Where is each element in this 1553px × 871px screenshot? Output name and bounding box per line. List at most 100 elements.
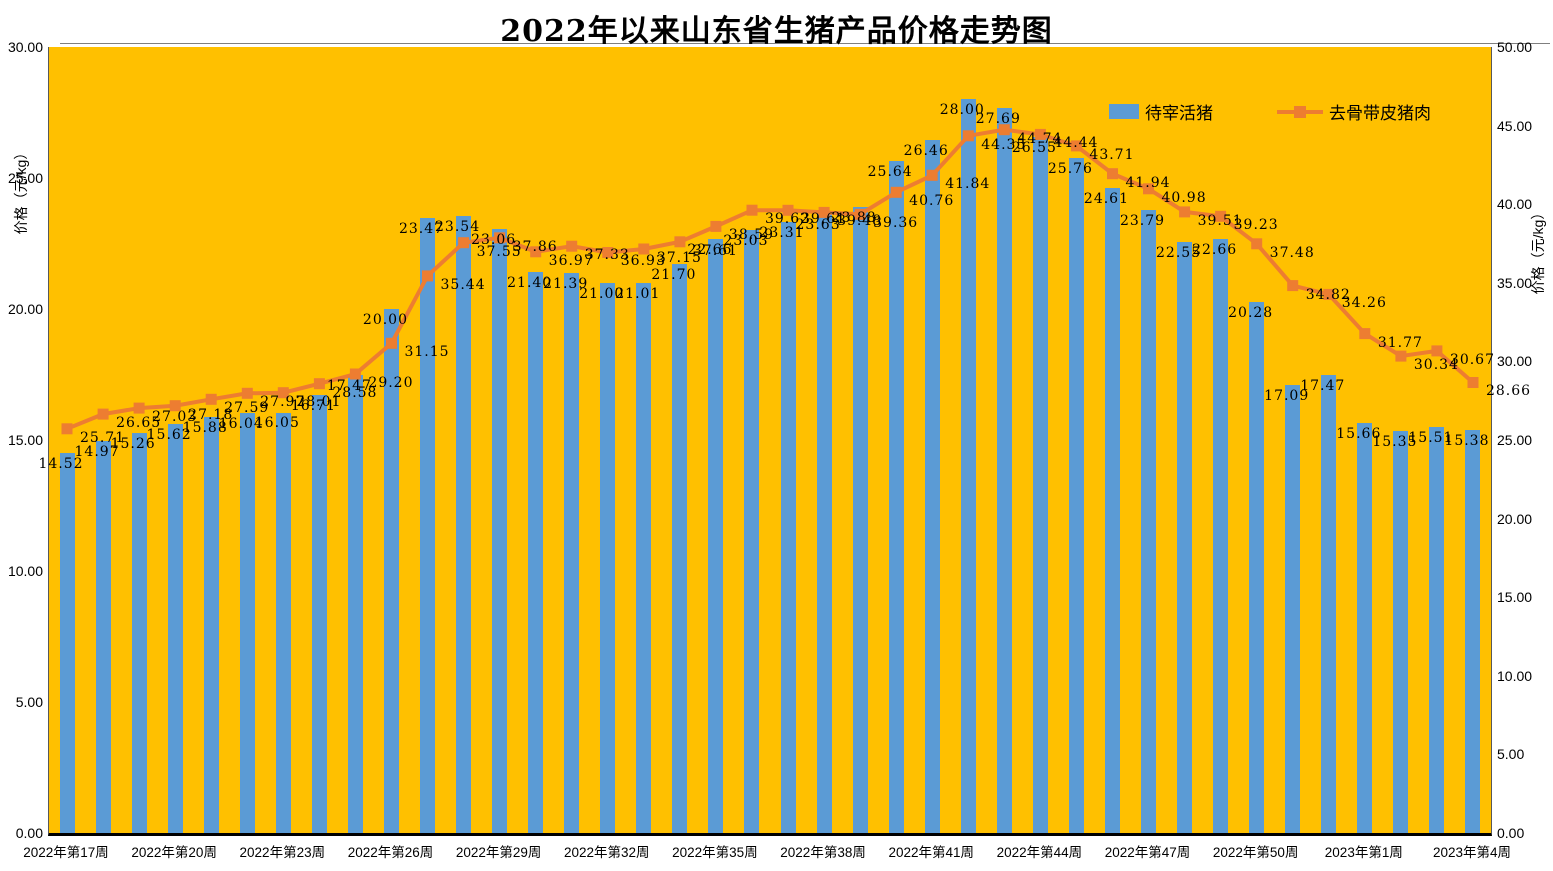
bar (528, 272, 544, 833)
bar (1465, 430, 1481, 833)
line-series-swatch (1277, 104, 1323, 119)
x-axis-tick-label: 2022年第23周 (239, 845, 326, 860)
line-value-label: 38.59 (728, 227, 775, 244)
bar-value-label: 28.00 (939, 102, 985, 119)
line-value-label: 37.48 (1269, 244, 1315, 261)
bar-value-label: 16.05 (254, 415, 300, 432)
right-axis-tick-label: 15.00 (1497, 589, 1533, 606)
bar-value-label: 23.79 (1119, 212, 1166, 229)
bar (239, 412, 255, 833)
left-axis-tick-label: 20.00 (7, 301, 43, 317)
bar (996, 107, 1012, 833)
left-axis-title: 价格（元/kg） (13, 145, 29, 235)
right-axis-tick-label: 20.00 (1497, 510, 1533, 527)
right-axis-tick-label: 25.00 (1497, 432, 1533, 448)
line-value-label: 43.71 (1089, 146, 1135, 163)
right-axis-tick-label: 35.00 (1497, 274, 1533, 291)
legend-item-bar: 待宰活猪 (1109, 99, 1213, 124)
x-axis-tick-label: 2022年第29周 (455, 845, 542, 860)
bar (708, 239, 724, 833)
line-value-label: 35.44 (440, 276, 486, 293)
left-axis-tick-label: 5.00 (15, 694, 43, 710)
bar (1141, 209, 1157, 833)
x-axis-tick-label: 2023年第1周 (1324, 845, 1403, 860)
bar (1285, 385, 1301, 833)
bar (924, 139, 940, 833)
bar (456, 216, 472, 833)
bar-value-label: 14.97 (74, 443, 120, 460)
x-axis-tick-label: 2023年第4周 (1432, 845, 1511, 860)
legend-bar-label: 待宰活猪 (1145, 103, 1213, 124)
bar (816, 213, 832, 833)
line-value-label: 40.98 (1161, 189, 1207, 206)
x-axis-tick-label: 2022年第35周 (672, 845, 758, 860)
bar (1393, 430, 1409, 833)
x-axis-tick-label: 2022年第47周 (1104, 845, 1191, 860)
right-axis-title: 价格（元/kg） (1530, 205, 1546, 295)
bar (1357, 422, 1373, 833)
x-axis-tick-label: 2022年第20周 (131, 845, 217, 860)
bar (744, 229, 760, 833)
bar-value-label: 22.66 (1192, 242, 1238, 259)
legend: 待宰活猪 去骨带皮猪肉 (1109, 98, 1431, 124)
bar (888, 161, 904, 833)
bar-value-label: 21.01 (615, 285, 661, 302)
right-axis-tick-label: 45.00 (1497, 117, 1533, 134)
left-axis-tick-label: 10.00 (7, 563, 43, 579)
bar (59, 452, 75, 833)
line-value-label: 41.94 (1125, 174, 1171, 191)
bar (1104, 188, 1120, 833)
bar (1429, 426, 1445, 833)
chart-title: 2022年以来山东省生猪产品价格走势图 (500, 14, 1053, 49)
line-value-label: 31.15 (404, 344, 450, 361)
line-value-label: 34.26 (1341, 295, 1387, 312)
left-axis-tick-label: 15.00 (7, 432, 43, 448)
plot-background (49, 47, 1491, 833)
line-value-label: 40.76 (909, 193, 955, 210)
x-axis-tick-label: 2022年第17周 (23, 845, 109, 860)
bar (600, 282, 616, 833)
bar-value-label: 15.26 (110, 436, 156, 453)
bar (960, 99, 976, 833)
bar (1249, 301, 1265, 833)
right-axis-tick-label: 0.00 (1497, 825, 1525, 841)
x-axis-tick-label: 2022年第38周 (780, 845, 866, 860)
bar (1213, 239, 1229, 833)
left-axis-tick-label: 30.00 (7, 39, 43, 55)
line-swatch-marker-icon (1294, 105, 1306, 118)
line-value-label: 28.66 (1485, 383, 1532, 400)
bar-value-label: 26.46 (903, 142, 949, 159)
line-value-label: 39.23 (1233, 217, 1279, 234)
bar (311, 395, 327, 833)
bar (420, 218, 436, 833)
right-axis-tick-label: 10.00 (1497, 667, 1533, 684)
bar (492, 228, 508, 833)
bar-value-label: 17.47 (1300, 378, 1346, 395)
bar-value-label: 15.35 (1372, 433, 1418, 450)
bar-value-label: 14.52 (38, 455, 84, 472)
bar-value-label: 15.62 (146, 426, 192, 443)
bar (383, 309, 399, 833)
bar-value-label: 15.51 (1408, 429, 1454, 446)
right-axis-tick-label: 30.00 (1497, 353, 1533, 370)
line-value-label: 41.84 (945, 176, 991, 193)
bar (1321, 375, 1337, 833)
x-axis-tick-label: 2022年第26周 (347, 845, 434, 860)
bar (564, 272, 580, 833)
bar (672, 264, 688, 833)
bar (852, 207, 868, 833)
line-value-label: 31.77 (1377, 334, 1423, 351)
bar (1177, 242, 1193, 833)
bar-value-label: 15.38 (1444, 433, 1490, 450)
bar (275, 412, 291, 833)
bar-value-label: 24.61 (1083, 191, 1130, 208)
bar-value-label: 20.00 (362, 312, 409, 328)
line-value-label: 29.20 (368, 374, 414, 391)
legend-item-line: 去骨带皮猪肉 (1213, 99, 1431, 124)
bar (636, 282, 652, 833)
x-axis-tick-label: 2022年第50周 (1212, 845, 1299, 860)
left-axis-tick-label: 25.00 (7, 170, 43, 186)
x-axis-tick-label: 2022年第44周 (996, 845, 1083, 860)
left-axis-tick-label: 0.00 (15, 825, 43, 841)
line-value-label: 30.67 (1449, 351, 1496, 368)
